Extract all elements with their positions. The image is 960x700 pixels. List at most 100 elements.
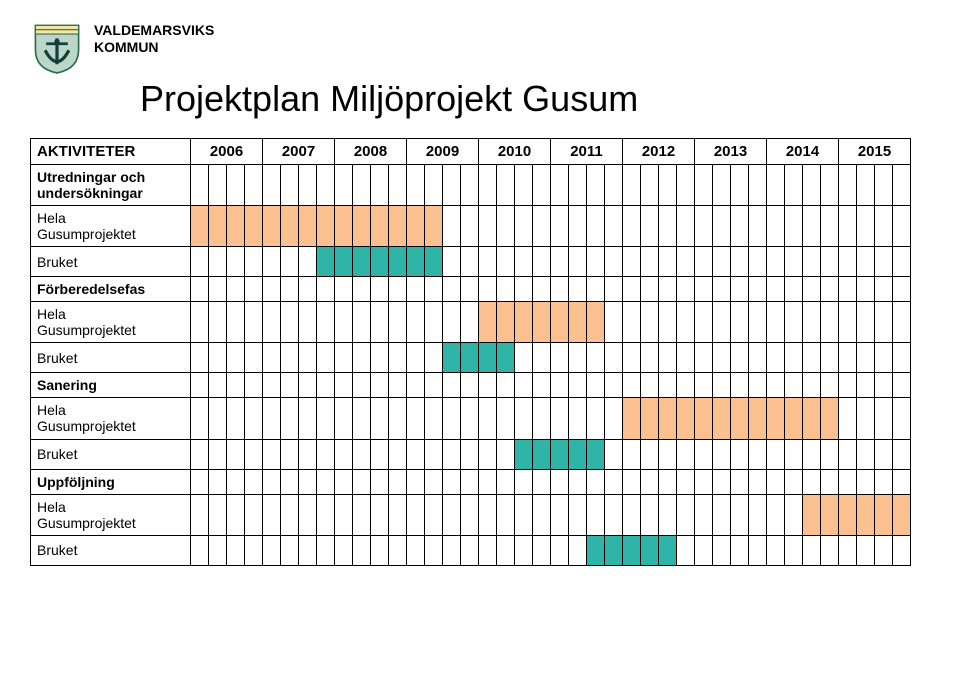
gantt-cell: [335, 206, 353, 247]
gantt-cell: [515, 247, 533, 277]
gantt-cell: [893, 247, 911, 277]
org-name: VALDEMARSVIKS KOMMUN: [94, 20, 214, 56]
gantt-cell: [767, 373, 785, 398]
gantt-cell: [587, 494, 605, 535]
gantt-cell: [425, 398, 443, 439]
gantt-cell: [281, 277, 299, 302]
gantt-cell: [479, 373, 497, 398]
gantt-cell: [533, 165, 551, 206]
gantt-cell: [893, 535, 911, 565]
gantt-cell: [785, 469, 803, 494]
gantt-cell: [893, 302, 911, 343]
gantt-cell: [659, 302, 677, 343]
gantt-cell: [425, 469, 443, 494]
gantt-cell: [677, 469, 695, 494]
gantt-cell: [731, 398, 749, 439]
gantt-cell: [317, 494, 335, 535]
gantt-cell: [731, 277, 749, 302]
gantt-cell: [443, 398, 461, 439]
gantt-cell: [461, 439, 479, 469]
gantt-cell: [479, 343, 497, 373]
gantt-cell: [263, 373, 281, 398]
gantt-cell: [353, 165, 371, 206]
gantt-cell: [695, 494, 713, 535]
gantt-year-header: 2010: [479, 139, 551, 165]
gantt-cell: [857, 165, 875, 206]
gantt-cell: [893, 398, 911, 439]
gantt-cell: [695, 469, 713, 494]
gantt-cell: [497, 247, 515, 277]
gantt-cell: [209, 165, 227, 206]
gantt-cell: [713, 277, 731, 302]
gantt-cell: [623, 302, 641, 343]
gantt-cell: [677, 494, 695, 535]
gantt-cell: [353, 439, 371, 469]
gantt-cell: [551, 165, 569, 206]
gantt-cell: [371, 206, 389, 247]
gantt-cell: [641, 494, 659, 535]
gantt-chart: AKTIVITETER20062007200820092010201120122…: [30, 138, 911, 566]
gantt-cell: [335, 343, 353, 373]
gantt-cell: [317, 373, 335, 398]
gantt-cell: [641, 398, 659, 439]
gantt-cell: [569, 439, 587, 469]
gantt-cell: [767, 206, 785, 247]
gantt-cell: [713, 494, 731, 535]
gantt-cell: [335, 398, 353, 439]
gantt-cell: [227, 343, 245, 373]
gantt-cell: [785, 373, 803, 398]
gantt-cell: [893, 277, 911, 302]
gantt-cell: [785, 247, 803, 277]
gantt-cell: [479, 165, 497, 206]
gantt-cell: [587, 469, 605, 494]
gantt-cell: [857, 302, 875, 343]
gantt-cell: [749, 165, 767, 206]
gantt-year-header: 2008: [335, 139, 407, 165]
gantt-cell: [317, 277, 335, 302]
gantt-cell: [551, 439, 569, 469]
gantt-cell: [623, 277, 641, 302]
gantt-cell: [731, 165, 749, 206]
gantt-cell: [893, 343, 911, 373]
gantt-cell: [389, 206, 407, 247]
gantt-cell: [515, 206, 533, 247]
gantt-cell: [407, 277, 425, 302]
gantt-cell: [317, 247, 335, 277]
gantt-cell: [209, 373, 227, 398]
gantt-cell: [479, 206, 497, 247]
gantt-cell: [461, 373, 479, 398]
gantt-cell: [551, 398, 569, 439]
gantt-cell: [281, 535, 299, 565]
gantt-cell: [317, 469, 335, 494]
gantt-cell: [461, 469, 479, 494]
gantt-cell: [335, 302, 353, 343]
gantt-cell: [551, 494, 569, 535]
gantt-cell: [695, 165, 713, 206]
gantt-cell: [317, 165, 335, 206]
gantt-cell: [695, 398, 713, 439]
gantt-cell: [263, 535, 281, 565]
gantt-cell: [209, 439, 227, 469]
gantt-cell: [587, 302, 605, 343]
gantt-cell: [821, 535, 839, 565]
gantt-cell: [749, 206, 767, 247]
gantt-cell: [839, 398, 857, 439]
gantt-row-label: Bruket: [31, 535, 191, 565]
gantt-cell: [821, 398, 839, 439]
gantt-cell: [371, 535, 389, 565]
gantt-cell: [335, 469, 353, 494]
gantt-cell: [245, 373, 263, 398]
gantt-cell: [335, 439, 353, 469]
gantt-cell: [677, 373, 695, 398]
gantt-cell: [443, 165, 461, 206]
gantt-cell: [551, 343, 569, 373]
gantt-cell: [605, 165, 623, 206]
gantt-cell: [785, 343, 803, 373]
gantt-cell: [749, 277, 767, 302]
gantt-cell: [551, 206, 569, 247]
gantt-cell: [263, 469, 281, 494]
gantt-cell: [623, 398, 641, 439]
gantt-cell: [605, 469, 623, 494]
gantt-cell: [263, 439, 281, 469]
gantt-cell: [245, 535, 263, 565]
